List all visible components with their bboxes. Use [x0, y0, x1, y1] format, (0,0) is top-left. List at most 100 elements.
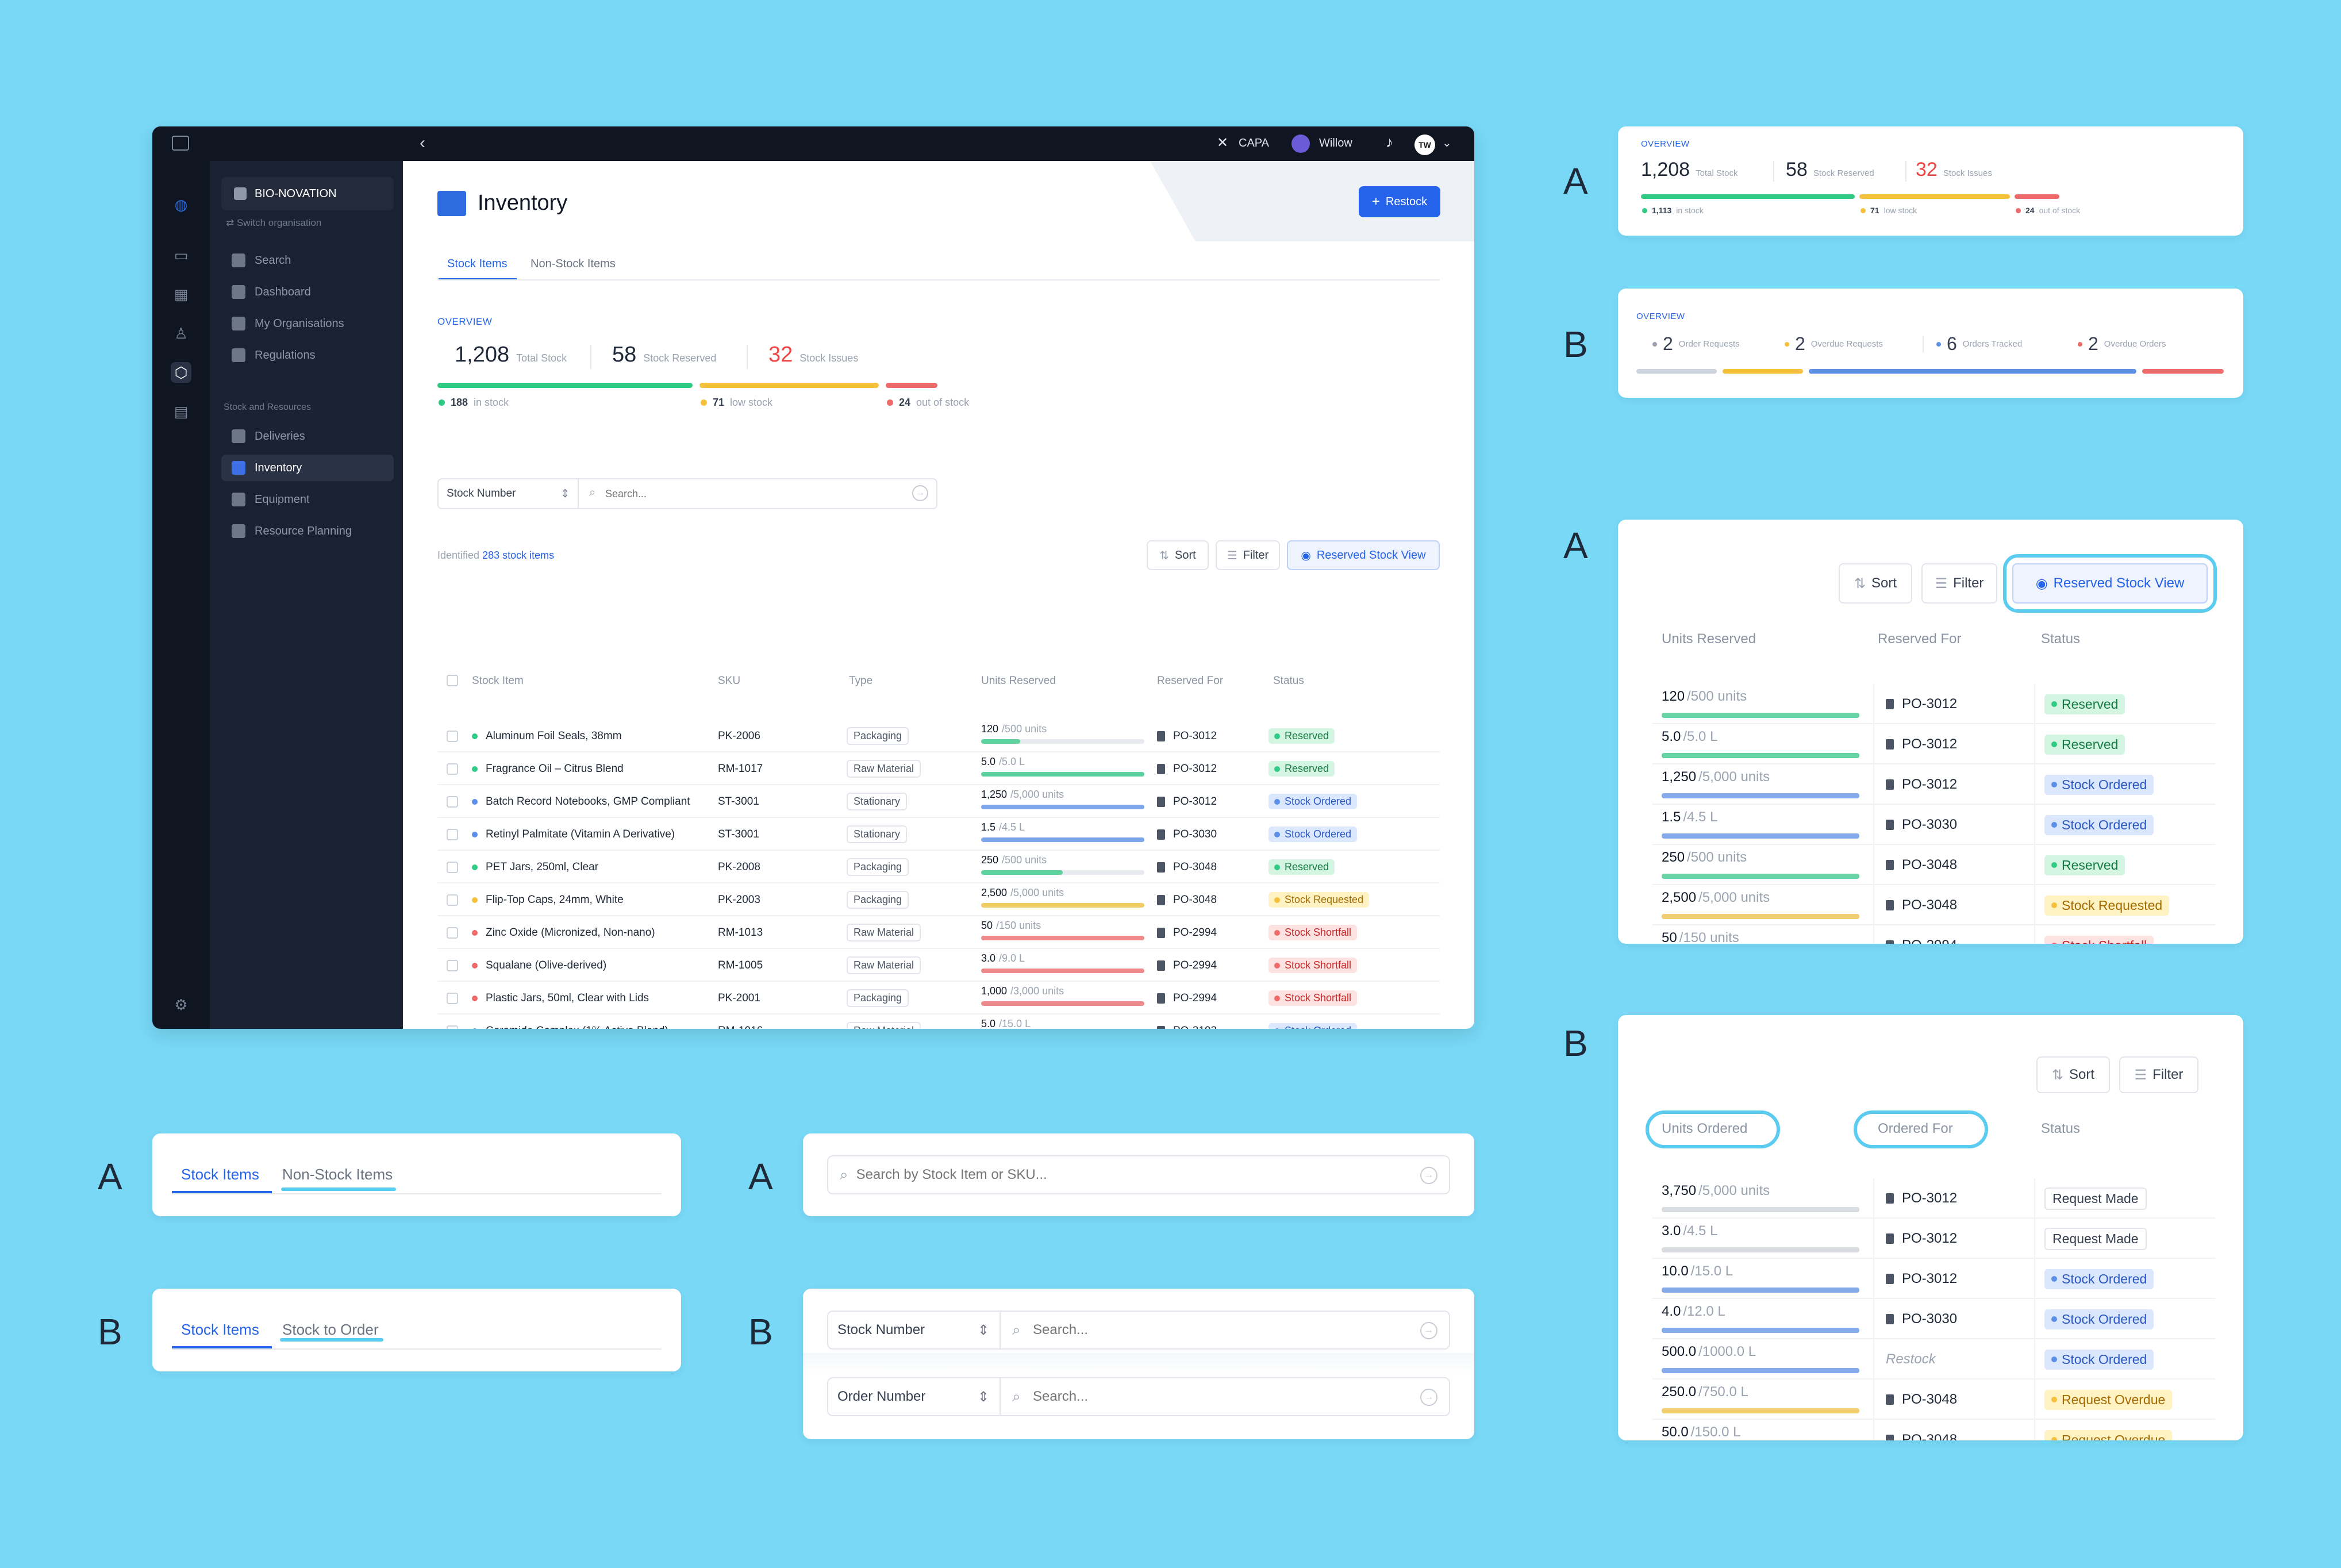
column-header-sku[interactable]: SKU: [718, 675, 741, 687]
profile-avatar[interactable]: TW: [1414, 134, 1435, 155]
po-number[interactable]: PO-2994: [1173, 926, 1217, 939]
column-header-reserved-for[interactable]: Reserved For: [1157, 675, 1224, 687]
row-checkbox[interactable]: [447, 763, 458, 775]
row-checkbox[interactable]: [447, 1025, 458, 1029]
table-row[interactable]: Squalane (Olive-derived) RM-1005 Raw Mater…: [437, 949, 1440, 982]
po-number[interactable]: PO-3012: [1902, 1231, 1958, 1246]
row-checkbox[interactable]: [447, 959, 458, 971]
table-row[interactable]: Fragrance Oil – Citrus Blend RM-1017 Raw M…: [437, 752, 1440, 785]
table-row[interactable]: PET Jars, 250ml, Clear PK-2008 Packaging 25…: [437, 851, 1440, 883]
filter-button[interactable]: ☰ Filter: [1921, 563, 1997, 604]
table-row[interactable]: 1,250/5,000 units PO-3012 Stock Ordered: [1652, 764, 2216, 805]
search-submit-icon[interactable]: →: [912, 485, 928, 501]
sidebar-toggle-icon[interactable]: [172, 136, 189, 151]
stock-item-name[interactable]: Batch Record Notebooks, GMP Compliant: [486, 795, 690, 808]
po-number[interactable]: PO-3048: [1173, 860, 1217, 873]
folder-icon[interactable]: ▭: [174, 247, 189, 264]
stock-item-name[interactable]: Fragrance Oil – Citrus Blend: [486, 762, 624, 775]
search-input[interactable]: [1033, 1320, 1401, 1340]
row-checkbox[interactable]: [447, 795, 458, 808]
sidebar-item-resource-planning[interactable]: Resource Planning: [221, 518, 394, 544]
po-number[interactable]: PO-3048: [1902, 857, 1958, 873]
search-submit-icon[interactable]: →: [1420, 1389, 1437, 1406]
po-number[interactable]: PO-3048: [1902, 1432, 1958, 1440]
grid-icon[interactable]: ▦: [174, 286, 189, 303]
row-checkbox[interactable]: [447, 992, 458, 1004]
table-row[interactable]: Retinyl Palmitate (Vitamin A Derivative)…: [437, 818, 1440, 851]
table-row[interactable]: 2,500/5,000 units PO-3048 Stock Requested: [1652, 885, 2216, 925]
switch-organisation-link[interactable]: ⇄ Switch organisation: [226, 217, 322, 228]
sidebar-item-dashboard[interactable]: Dashboard: [221, 279, 394, 305]
header-checkbox[interactable]: [447, 675, 458, 686]
chevron-down-icon[interactable]: ⌄: [1442, 137, 1452, 149]
po-number[interactable]: PO-3030: [1902, 817, 1958, 832]
table-row[interactable]: 250.0/750.0 L PO-3048 Request Overdue: [1652, 1379, 2216, 1420]
table-row[interactable]: 250/500 units PO-3048 Reserved: [1652, 845, 2216, 885]
stock-item-name[interactable]: PET Jars, 250ml, Clear: [486, 860, 599, 873]
po-number[interactable]: PO-3103: [1173, 1025, 1217, 1029]
sort-button[interactable]: ⇅ Sort: [2036, 1056, 2110, 1093]
sidebar-item-search[interactable]: Search: [221, 247, 394, 274]
po-number[interactable]: PO-3012: [1902, 696, 1958, 712]
chart-icon[interactable]: ▤: [174, 403, 189, 420]
table-row[interactable]: 4.0/12.0 L PO-3030 Stock Ordered: [1652, 1299, 2216, 1339]
row-checkbox[interactable]: [447, 730, 458, 742]
stock-item-name[interactable]: Flip-Top Caps, 24mm, White: [486, 893, 624, 906]
stock-item-name[interactable]: Plastic Jars, 50ml, Clear with Lids: [486, 991, 649, 1004]
table-row[interactable]: 50/150 units PO-2994 Stock Shortfall: [1652, 925, 2216, 944]
stock-number-select[interactable]: Stock Number ⇕: [828, 1312, 1001, 1348]
table-row[interactable]: 10.0/15.0 L PO-3012 Stock Ordered: [1652, 1259, 2216, 1299]
stock-item-name[interactable]: Squalane (Olive-derived): [486, 959, 607, 971]
sidebar-item-my-organisations[interactable]: My Organisations: [221, 310, 394, 337]
order-number-select[interactable]: Order Number ⇕: [828, 1378, 1001, 1415]
reserved-stock-view-button[interactable]: ◉ Reserved Stock View: [1287, 540, 1440, 570]
tab-stock-to-order[interactable]: Stock to Order: [282, 1321, 379, 1338]
table-row[interactable]: Batch Record Notebooks, GMP Compliant ST-…: [437, 785, 1440, 818]
box-icon[interactable]: ⬡: [171, 362, 191, 383]
column-header-units-reserved[interactable]: Units Reserved: [1662, 631, 1756, 647]
stock-item-name[interactable]: Retinyl Palmitate (Vitamin A Derivative): [486, 828, 675, 840]
stock-number-select[interactable]: Stock Number ⇕: [439, 479, 579, 508]
column-header-status[interactable]: Status: [1273, 675, 1304, 687]
po-number[interactable]: PO-3030: [1902, 1311, 1958, 1327]
table-row[interactable]: 5.0/5.0 L PO-3012 Reserved: [1652, 724, 2216, 764]
table-row[interactable]: 1.5/4.5 L PO-3030 Stock Ordered: [1652, 805, 2216, 845]
sidebar-item-inventory[interactable]: Inventory: [221, 455, 394, 481]
po-number[interactable]: PO-3012: [1173, 762, 1217, 775]
po-number[interactable]: PO-3012: [1902, 1271, 1958, 1286]
po-number[interactable]: PO-3012: [1902, 1190, 1958, 1206]
column-header-type[interactable]: Type: [849, 675, 873, 687]
sidebar-item-deliveries[interactable]: Deliveries: [221, 423, 394, 449]
sort-button[interactable]: ⇅ Sort: [1147, 540, 1209, 570]
stock-item-name[interactable]: Zinc Oxide (Micronized, Non-nano): [486, 926, 655, 939]
capa-tools-icon[interactable]: ✕: [1217, 135, 1229, 151]
table-row[interactable]: Plastic Jars, 50ml, Clear with Lids PK-20…: [437, 982, 1440, 1014]
collapse-chevron-icon[interactable]: ‹: [420, 133, 425, 152]
row-checkbox[interactable]: [447, 861, 458, 873]
table-row[interactable]: Zinc Oxide (Micronized, Non-nano) RM-1013…: [437, 916, 1440, 949]
user-avatar-icon[interactable]: [1291, 134, 1310, 153]
po-number[interactable]: PO-3012: [1902, 777, 1958, 792]
identified-link[interactable]: 283 stock items: [482, 549, 555, 561]
row-checkbox[interactable]: [447, 828, 458, 840]
search-input[interactable]: [1033, 1386, 1401, 1407]
table-row[interactable]: Ceramide Complex (1% Active Blend) RM-101…: [437, 1014, 1440, 1029]
po-number[interactable]: PO-3030: [1173, 828, 1217, 840]
po-number[interactable]: PO-2994: [1902, 937, 1957, 944]
person-icon[interactable]: ♙: [174, 325, 188, 342]
filter-button[interactable]: ☰ Filter: [1216, 540, 1280, 570]
search-input[interactable]: [605, 484, 904, 504]
search-submit-icon[interactable]: →: [1420, 1167, 1437, 1184]
column-header-status[interactable]: Status: [2041, 631, 2081, 647]
tab-stock-items[interactable]: Stock Items: [181, 1321, 259, 1338]
table-row[interactable]: Flip-Top Caps, 24mm, White PK-2003 Packagi…: [437, 883, 1440, 916]
po-number[interactable]: PO-3012: [1902, 736, 1958, 752]
column-header-status[interactable]: Status: [2041, 1121, 2081, 1136]
search-submit-icon[interactable]: →: [1420, 1322, 1437, 1339]
capa-label[interactable]: CAPA: [1239, 137, 1269, 149]
table-row[interactable]: 120/500 units PO-3012 Reserved: [1652, 684, 2216, 724]
user-name[interactable]: Willow: [1319, 137, 1352, 149]
row-checkbox[interactable]: [447, 894, 458, 906]
sidebar-item-regulations[interactable]: Regulations: [221, 342, 394, 368]
po-number[interactable]: PO-2994: [1173, 959, 1217, 971]
